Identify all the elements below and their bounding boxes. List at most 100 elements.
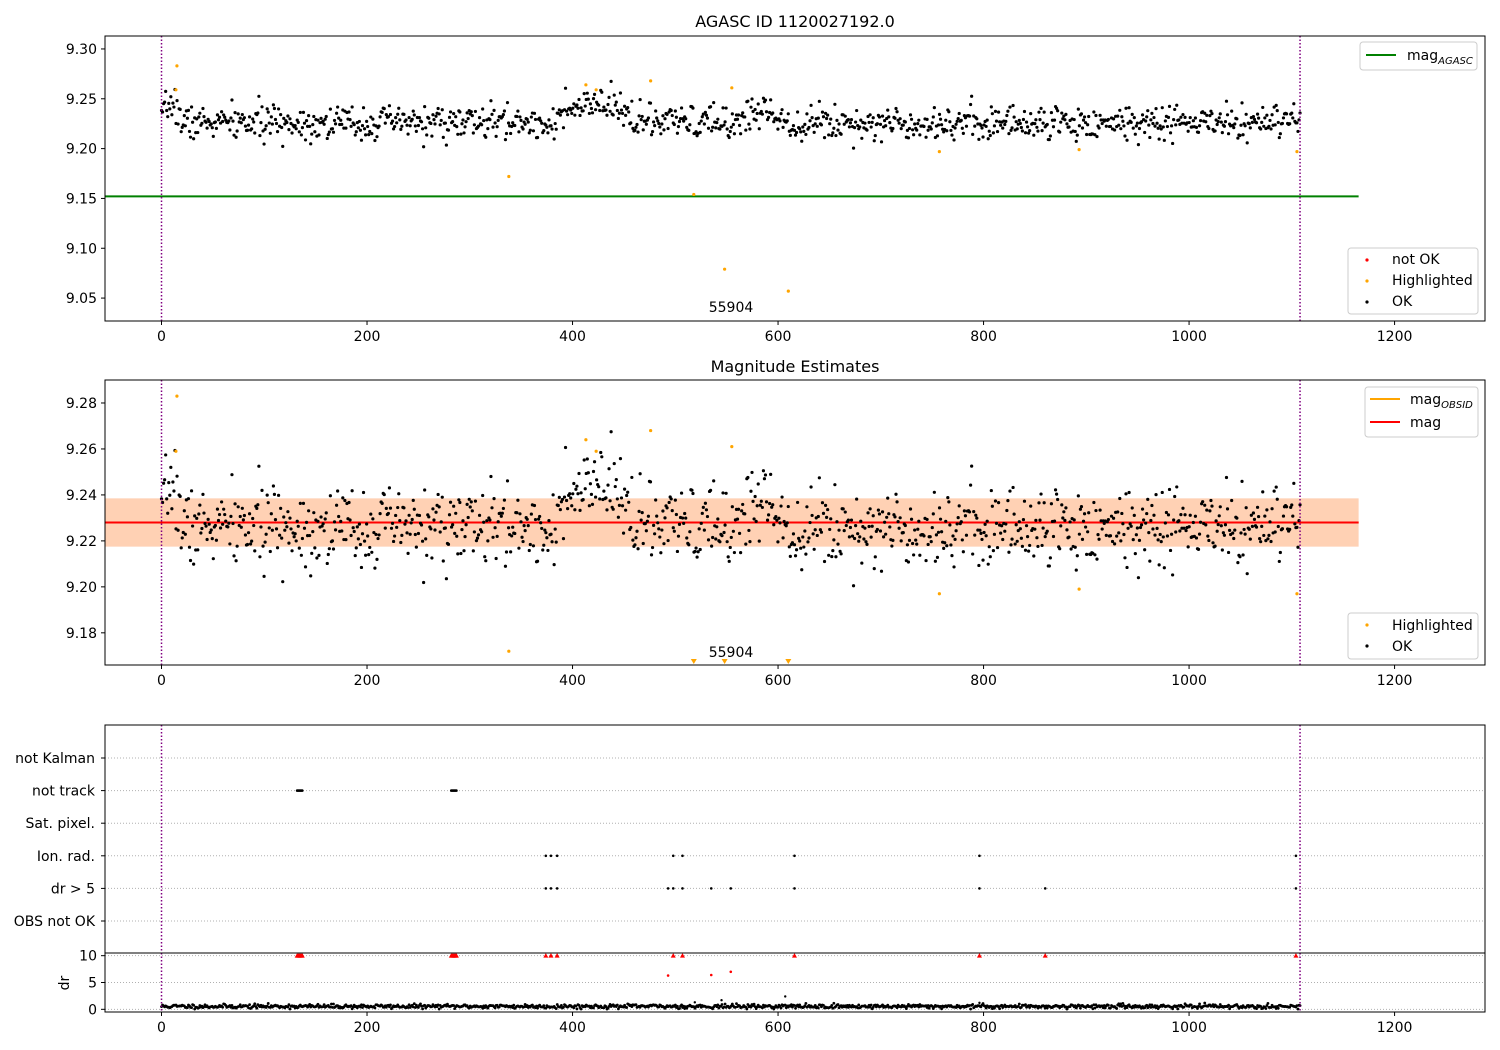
ok-point (1049, 502, 1054, 506)
ok-point (1027, 549, 1031, 553)
ok-point (233, 111, 237, 115)
ok-point (590, 502, 595, 506)
ok-point (166, 511, 170, 515)
ok-point (1257, 514, 1261, 519)
ok-point (688, 123, 692, 127)
ok-point (436, 106, 440, 111)
ok-point (205, 126, 209, 130)
ok-point (1245, 141, 1249, 145)
ok-point (241, 518, 245, 522)
ok-point (1239, 123, 1243, 127)
ok-point (274, 121, 279, 126)
ok-point (654, 498, 658, 502)
ok-dr-point (1019, 1006, 1023, 1009)
ok-point (1121, 522, 1125, 526)
ok-point (1290, 111, 1294, 115)
ok-dr-point (542, 1004, 546, 1008)
ok-point (905, 543, 910, 547)
ok-point (528, 542, 532, 547)
ok-point (1081, 519, 1086, 523)
ok-point (533, 117, 538, 122)
ok-point (876, 508, 881, 512)
ok-dr-point (1117, 1002, 1121, 1006)
ok-point (237, 523, 241, 528)
ok-point (1128, 522, 1132, 526)
ok-point (228, 542, 232, 546)
x-tick-label: 400 (559, 329, 586, 345)
ok-point (430, 556, 434, 560)
ok-point (187, 129, 192, 134)
ok-point (558, 508, 562, 512)
ok-point (1029, 112, 1033, 116)
ok-point (798, 127, 802, 131)
ok-point (1021, 117, 1026, 122)
ok-point (417, 513, 422, 518)
ok-point (1017, 520, 1021, 524)
ok-point (700, 115, 704, 119)
y-tick-label: 9.28 (66, 396, 97, 412)
ok-dr-point (389, 1003, 392, 1007)
ok-point (842, 122, 846, 126)
ok-point (433, 122, 437, 126)
ok-point (1093, 553, 1097, 557)
ok-point (1139, 523, 1144, 527)
ok-point (1240, 101, 1244, 105)
ok-point (340, 529, 344, 533)
ok-point (699, 521, 703, 525)
ok-point (358, 128, 363, 132)
y-tick-label: 9.05 (66, 291, 97, 307)
ok-point (238, 116, 242, 120)
ok-point (1273, 530, 1277, 534)
ok-point (1134, 533, 1138, 537)
ok-point (175, 474, 179, 478)
ok-dr-point (1218, 1003, 1222, 1006)
ok-point (235, 544, 239, 548)
ok-point (1153, 533, 1157, 537)
ok-point (639, 118, 643, 122)
ok-point (802, 129, 806, 133)
ok-point (988, 133, 992, 138)
ok-point (611, 113, 615, 117)
ok-point (327, 547, 331, 551)
ok-point (725, 127, 729, 131)
ok-point (1270, 113, 1274, 117)
ok-point (208, 530, 212, 535)
ok-dr-point (745, 1007, 749, 1011)
ok-point (735, 517, 740, 521)
ok-point (327, 130, 331, 134)
ok-dr-point (559, 1003, 563, 1007)
ok-point (910, 128, 915, 132)
ok-point (1261, 490, 1265, 494)
ok-point (613, 103, 617, 107)
ok-point (556, 111, 560, 115)
ok-point (1162, 138, 1166, 142)
ok-point (985, 519, 989, 523)
ok-point (702, 528, 706, 532)
ok-point (743, 115, 747, 119)
ok-point (287, 541, 291, 545)
ok-point (281, 144, 285, 148)
ok-point (355, 525, 359, 529)
ok-point (476, 533, 481, 537)
ok-point (1039, 492, 1043, 496)
ok-point (216, 518, 221, 523)
ok-point (925, 517, 929, 522)
ok-point (711, 535, 715, 540)
ok-dr-point (1148, 1003, 1152, 1007)
ok-point (867, 524, 871, 529)
ok-point (1035, 125, 1039, 129)
ok-point (869, 125, 873, 129)
ok-point (354, 130, 358, 134)
ok-point (1204, 523, 1208, 527)
ok-point (321, 119, 325, 123)
ok-point (287, 128, 291, 132)
ok-point (1235, 516, 1239, 520)
ok-point (1164, 510, 1169, 515)
ok-point (1062, 510, 1066, 514)
ok-point (1117, 123, 1121, 127)
ok-point (313, 130, 317, 134)
ok-point (202, 115, 206, 119)
ok-point (723, 523, 727, 527)
ok-point (1097, 126, 1101, 130)
ok-point (794, 130, 799, 135)
